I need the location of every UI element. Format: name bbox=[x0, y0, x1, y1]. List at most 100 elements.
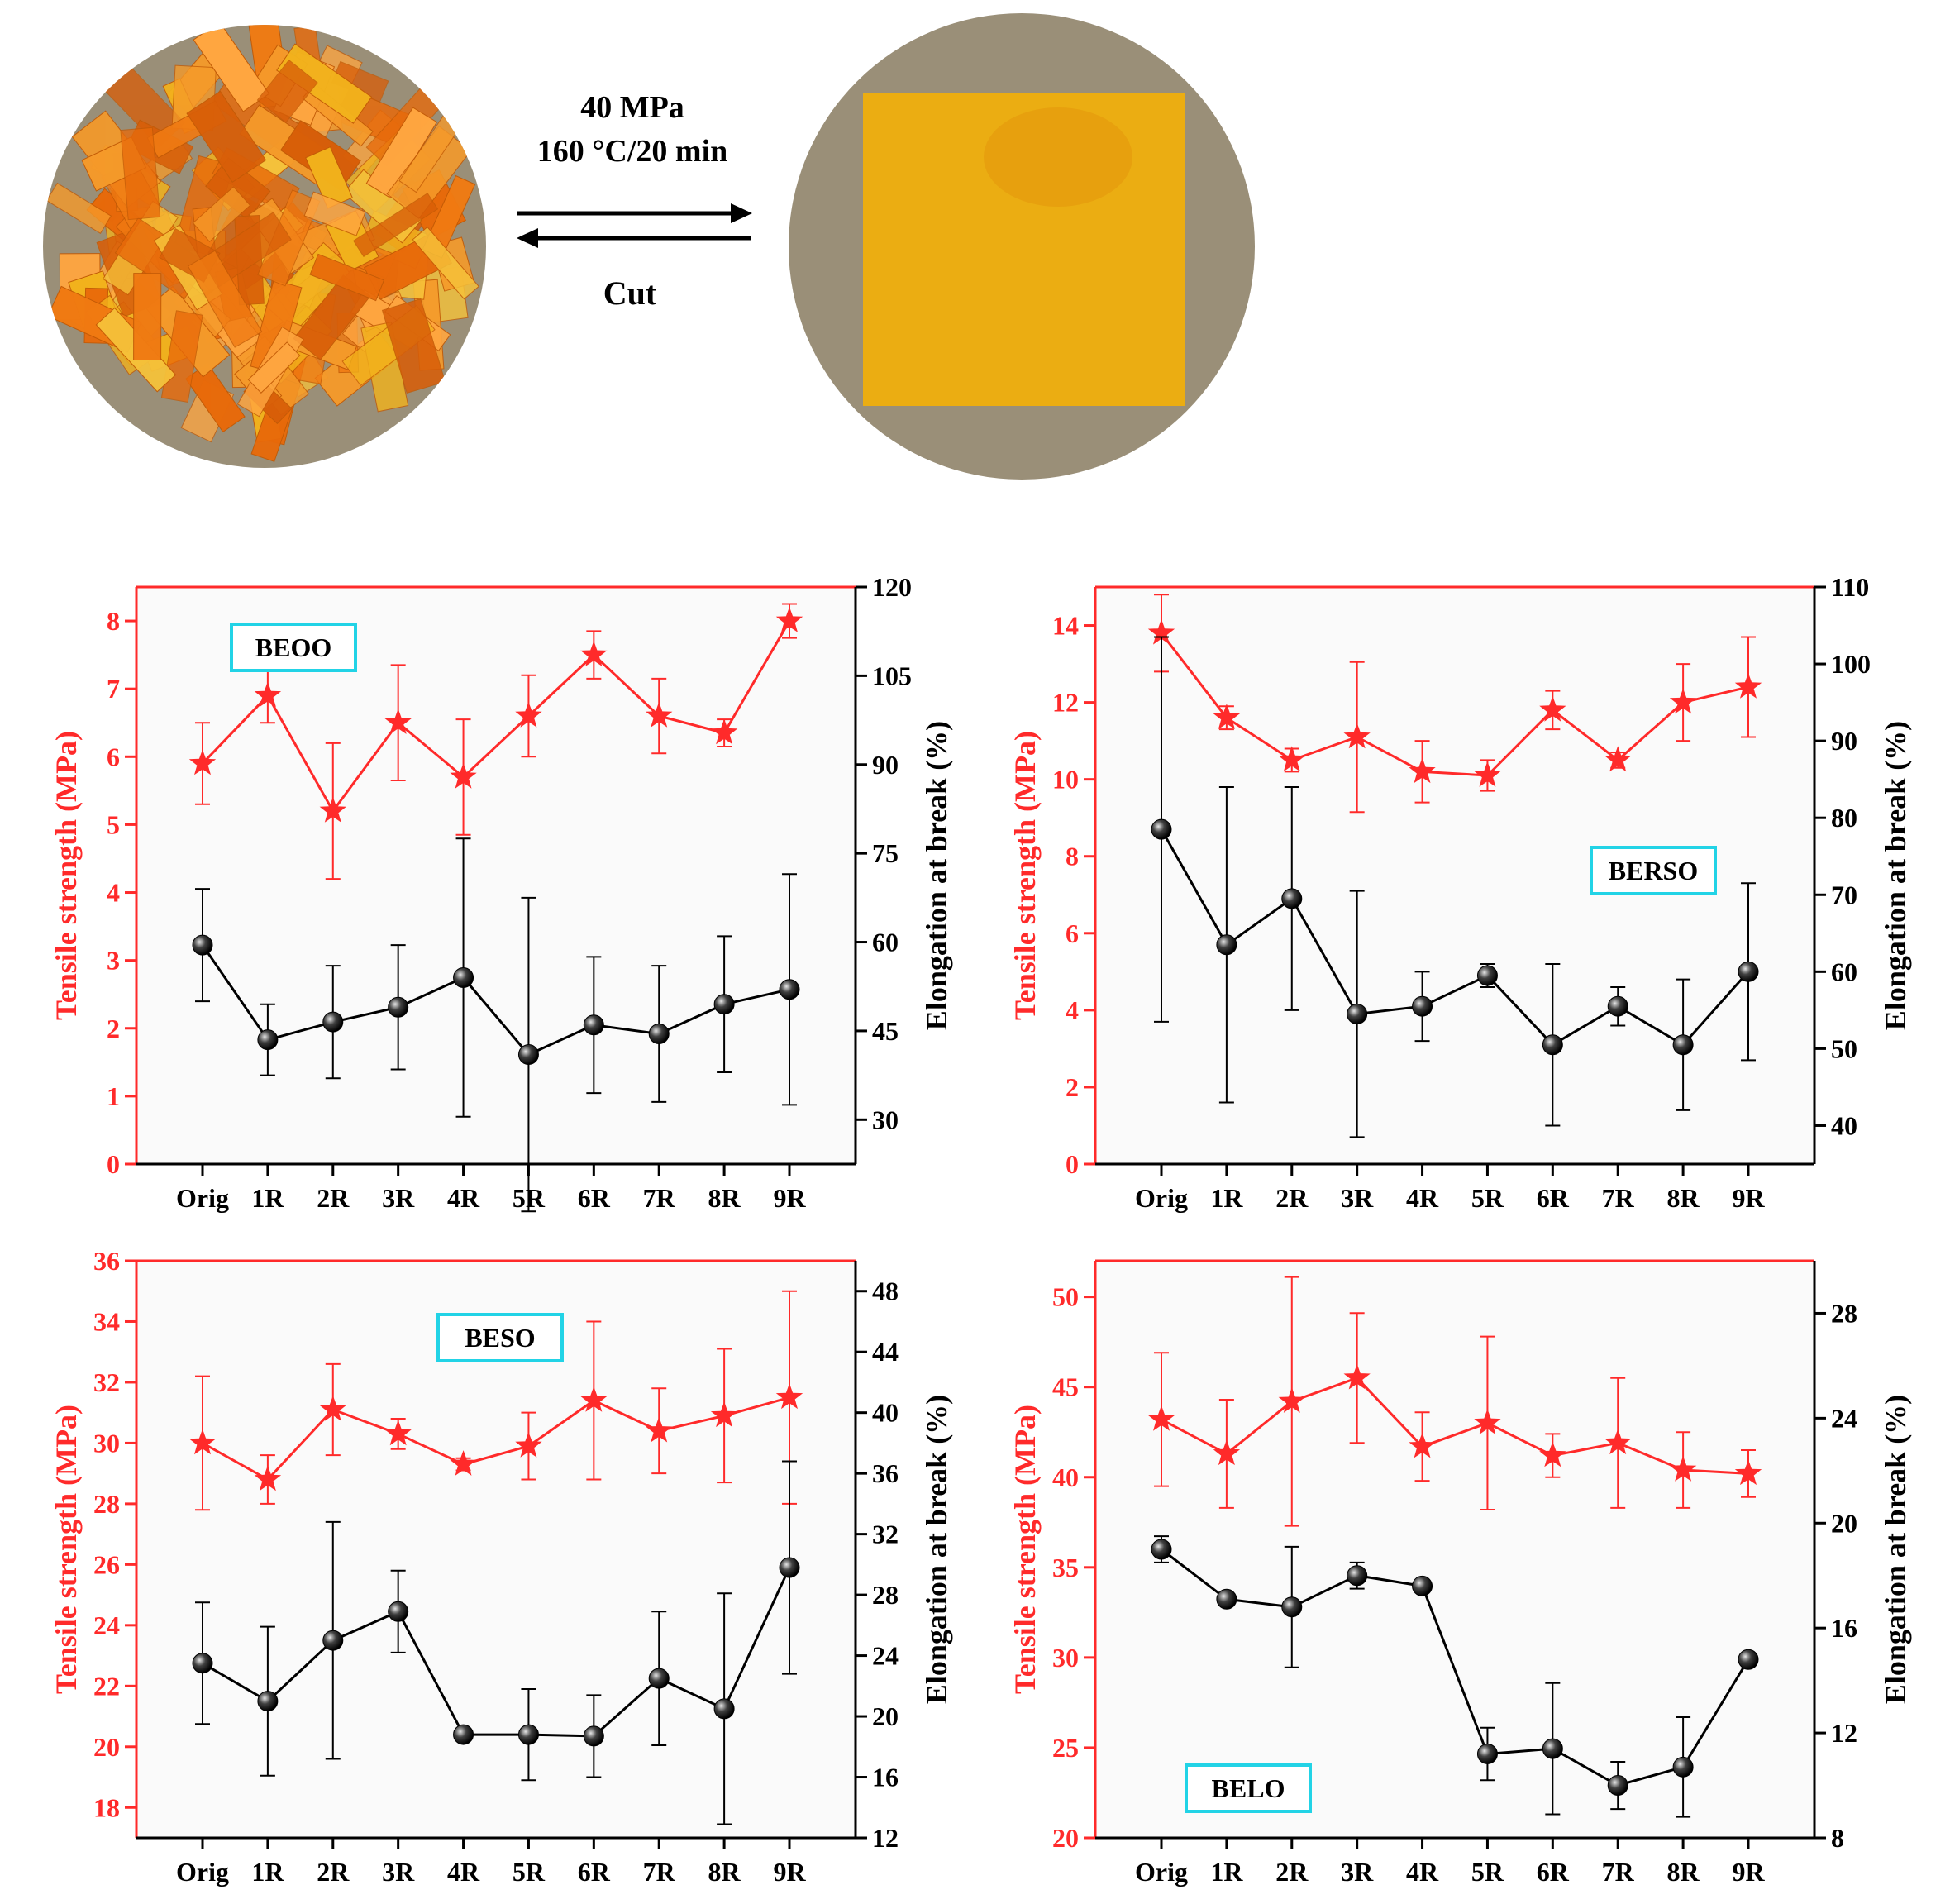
beoo-x-tick-label: 2R bbox=[317, 1183, 350, 1213]
berso-x-tick-label: 9R bbox=[1732, 1183, 1765, 1213]
fragment-piece bbox=[187, 250, 263, 348]
beso-sample-label: BESO bbox=[465, 1323, 535, 1353]
belo-elongation-point bbox=[1607, 1775, 1628, 1797]
berso-x-tick-label: 6R bbox=[1537, 1183, 1570, 1213]
beso-right-tick-label: 20 bbox=[872, 1701, 899, 1731]
beso-right-tick-label: 16 bbox=[872, 1763, 899, 1792]
beso-left-tick-label: 22 bbox=[93, 1671, 120, 1701]
beoo-x-tick-label: 9R bbox=[773, 1183, 806, 1213]
berso-x-tick-label: 1R bbox=[1210, 1183, 1243, 1213]
beso-elongation-point bbox=[648, 1668, 670, 1689]
berso-right-tick-label: 70 bbox=[1831, 880, 1857, 909]
beoo-left-tick-label: 6 bbox=[107, 742, 120, 771]
berso-strength-point bbox=[1409, 757, 1436, 784]
beso-strength-point bbox=[515, 1432, 542, 1458]
fragment-piece bbox=[353, 193, 439, 257]
chart-berso: 0 2 4 6 8 10 12 14 40 50 60 70 80 90 100 110 Orig 1R 2R 3R 4… bbox=[1008, 572, 1912, 1213]
beoo-strength-point bbox=[254, 681, 282, 708]
beso-x-tick-label: 3R bbox=[382, 1857, 415, 1887]
beso-right-tick-label: 32 bbox=[872, 1520, 899, 1549]
beoo-strength-point bbox=[710, 718, 738, 745]
fragment-piece bbox=[412, 226, 479, 300]
beso-x-tick-label: 5R bbox=[513, 1857, 546, 1887]
beoo-strength-point bbox=[775, 607, 803, 632]
berso-elongation-point bbox=[1151, 818, 1172, 840]
beso-strength-point bbox=[254, 1465, 282, 1491]
process-illustration: 40 MPa 160 °C/20 min Cut bbox=[43, 13, 1255, 480]
beso-strength-point bbox=[319, 1396, 346, 1421]
berso-x-tick-label: 8R bbox=[1667, 1183, 1700, 1213]
reverse-arrowhead bbox=[517, 228, 538, 248]
beoo-x-tick-label: 1R bbox=[251, 1183, 284, 1213]
beoo-strength-point bbox=[450, 762, 477, 789]
beso-left-tick-label: 34 bbox=[93, 1306, 120, 1336]
berso-strength-point bbox=[1147, 618, 1175, 645]
forward-arrowhead bbox=[731, 203, 752, 223]
beso-elongation-point bbox=[192, 1653, 213, 1674]
beso-elongation-point bbox=[257, 1691, 279, 1712]
beoo-elongation-point bbox=[713, 994, 735, 1015]
belo-left-tick-label: 35 bbox=[1052, 1553, 1079, 1582]
berso-strength-point bbox=[1213, 704, 1241, 729]
beso-left-tick-label: 36 bbox=[93, 1246, 120, 1276]
beoo-x-tick-label: 4R bbox=[447, 1183, 480, 1213]
belo-right-tick-label: 28 bbox=[1831, 1298, 1857, 1328]
beoo-left-axis-label: Tensile strength (MPa) bbox=[50, 731, 83, 1020]
berso-strength-point bbox=[1669, 688, 1697, 714]
berso-x-tick-label: 3R bbox=[1341, 1183, 1374, 1213]
fragment-piece bbox=[256, 60, 318, 123]
beoo-left-tick-label: 1 bbox=[107, 1081, 120, 1111]
beso-left-tick-label: 20 bbox=[93, 1732, 120, 1762]
belo-x-tick-label: 3R bbox=[1341, 1857, 1374, 1887]
berso-elongation-point bbox=[1347, 1004, 1368, 1025]
beso-x-tick-label: 7R bbox=[643, 1857, 676, 1887]
beoo-x-tick-label: Orig bbox=[176, 1183, 229, 1213]
belo-x-tick-label: 5R bbox=[1471, 1857, 1504, 1887]
berso-left-tick-label: 0 bbox=[1066, 1149, 1079, 1179]
beoo-strength-point bbox=[515, 702, 542, 728]
chart-beso: 18 20 22 24 26 28 30 32 34 36 12 16 20 24 28 32 36 40 44 48… bbox=[50, 1246, 953, 1887]
forward-condition-temperature-time: 160 °C/20 min bbox=[537, 134, 728, 169]
berso-strength-point bbox=[1734, 673, 1762, 699]
beoo-right-tick-label: 45 bbox=[872, 1016, 899, 1046]
berso-x-tick-label: 2R bbox=[1275, 1183, 1309, 1213]
belo-elongation-point bbox=[1151, 1539, 1172, 1560]
beso-right-tick-label: 12 bbox=[872, 1823, 899, 1853]
fragment-piece bbox=[120, 126, 161, 221]
belo-strength-point bbox=[1474, 1409, 1501, 1435]
beoo-right-tick-label: 120 bbox=[872, 572, 912, 602]
fragment-piece bbox=[133, 273, 162, 361]
berso-right-tick-label: 100 bbox=[1831, 649, 1871, 679]
beso-elongation-point bbox=[517, 1724, 539, 1745]
berso-elongation-point bbox=[1738, 961, 1759, 982]
beoo-right-tick-label: 30 bbox=[872, 1105, 899, 1134]
beoo-sample-label-box bbox=[230, 623, 357, 672]
berso-x-tick-label: 5R bbox=[1471, 1183, 1504, 1213]
beso-x-tick-label: 2R bbox=[317, 1857, 350, 1887]
berso-left-tick-label: 4 bbox=[1066, 995, 1079, 1025]
belo-x-tick-label: 9R bbox=[1732, 1857, 1765, 1887]
beoo-elongation-point bbox=[453, 966, 474, 988]
beso-left-tick-label: 32 bbox=[93, 1367, 120, 1397]
beoo-left-tick-label: 5 bbox=[107, 809, 120, 839]
belo-elongation-point bbox=[1672, 1756, 1694, 1778]
beso-elongation-point bbox=[388, 1601, 409, 1622]
beoo-x-tick-label: 7R bbox=[643, 1183, 676, 1213]
berso-sample-label-box bbox=[1590, 846, 1717, 895]
belo-left-tick-label: 40 bbox=[1052, 1463, 1079, 1492]
fragment-piece bbox=[309, 253, 385, 302]
fragment-piece bbox=[247, 341, 301, 394]
belo-right-tick-label: 24 bbox=[1831, 1403, 1857, 1433]
beso-elongation-line bbox=[202, 1567, 791, 1738]
belo-left-tick-label: 30 bbox=[1052, 1643, 1079, 1673]
beoo-x-tick-label: 3R bbox=[382, 1183, 415, 1213]
beoo-right-tick-label: 75 bbox=[872, 838, 899, 868]
recycled-film bbox=[863, 93, 1185, 406]
film-highlight bbox=[863, 93, 1185, 406]
beso-right-tick-label: 48 bbox=[872, 1276, 899, 1306]
beoo-strength-line bbox=[201, 620, 791, 814]
fragment-piece bbox=[160, 310, 203, 403]
beoo-x-tick-label: 8R bbox=[708, 1183, 741, 1213]
beso-right-tick-label: 24 bbox=[872, 1641, 899, 1671]
